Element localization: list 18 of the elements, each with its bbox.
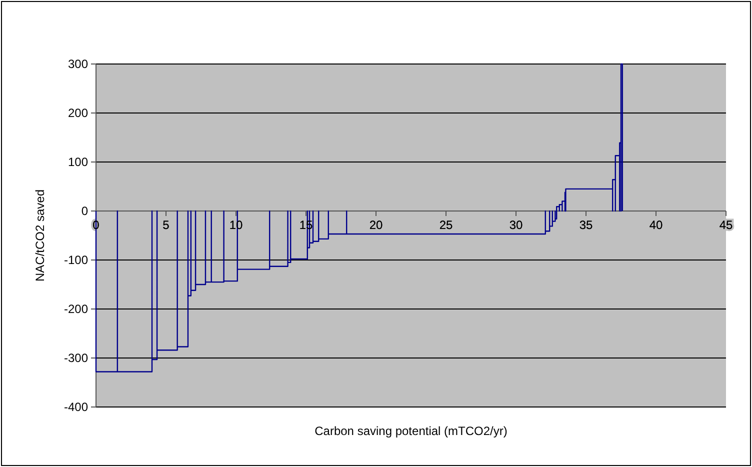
y-tick-label: 100 [68,155,88,170]
y-tick-label: 0 [81,204,88,218]
y-tick-label: -200 [64,302,88,316]
y-tick-label: 200 [68,106,88,120]
y-tick-label: 300 [68,57,88,72]
x-tick-label: 20 [369,218,383,232]
y-tick-label: -100 [64,253,88,268]
x-tick-label: 35 [579,218,593,232]
y-axis-title: NAC/tCO2 saved [33,189,47,282]
y-tick-label: -300 [64,351,88,366]
x-tick-label: 45 [719,218,733,232]
x-tick-label: 30 [509,218,523,232]
y-tick-label: -400 [64,400,88,414]
x-tick-label: 25 [439,218,453,232]
line-series [95,63,623,372]
x-tick-label: 5 [162,218,170,232]
x-tick-label: 40 [649,218,663,232]
x-axis-title: Carbon saving potential (mTCO2/yr) [314,424,508,438]
